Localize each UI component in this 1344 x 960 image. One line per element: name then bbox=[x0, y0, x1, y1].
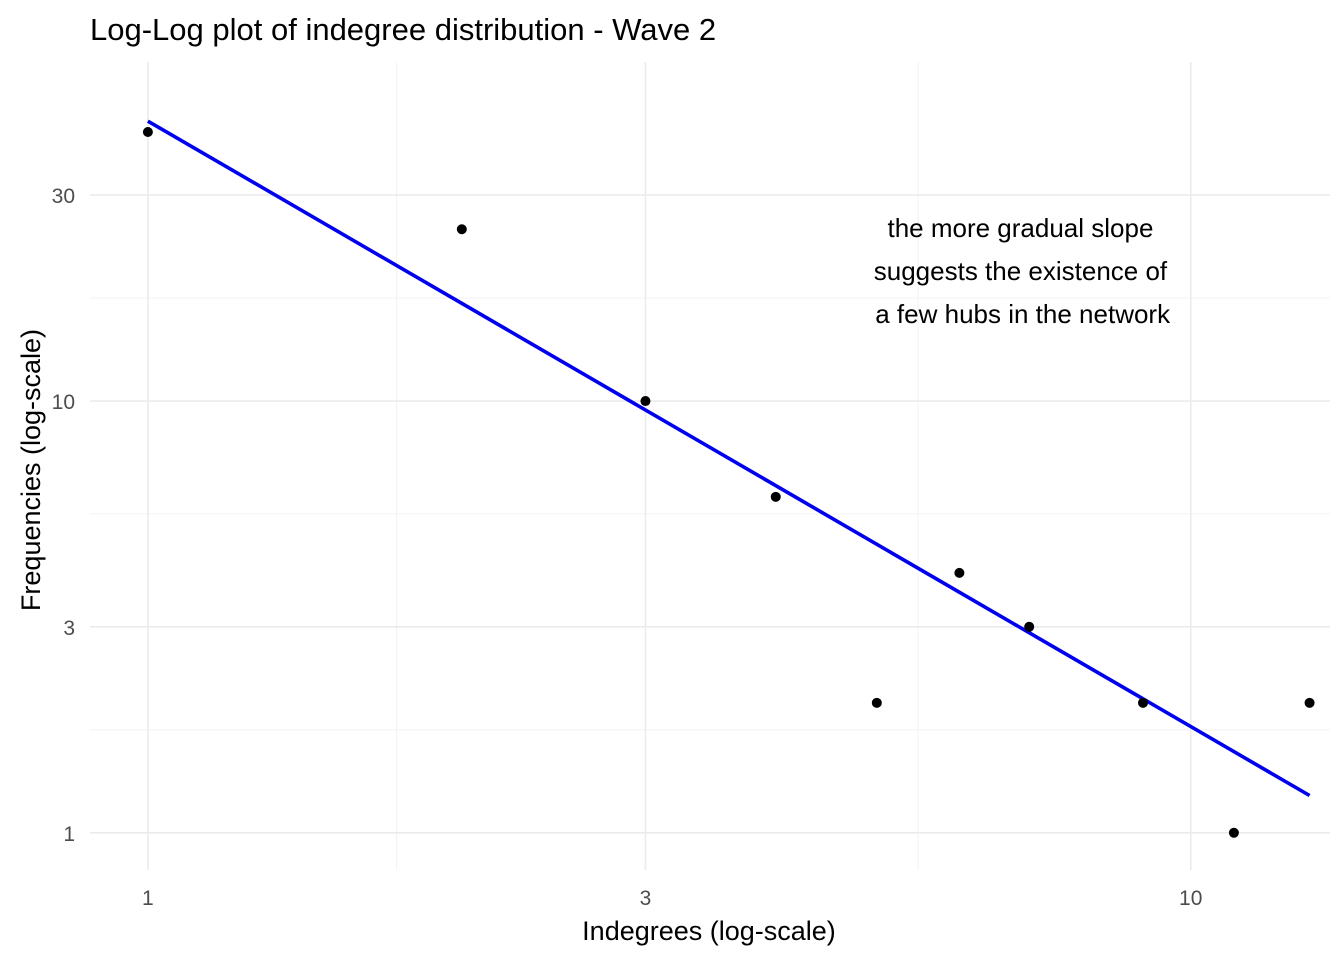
fit-line bbox=[146, 119, 1311, 798]
annotation-line-3: a few hubs in the network bbox=[875, 299, 1171, 329]
x-axis-ticks: 1 3 10 bbox=[142, 887, 1202, 910]
x-tick-label: 1 bbox=[142, 887, 154, 910]
data-point bbox=[1138, 697, 1149, 708]
annotation-line-1: the more gradual slope bbox=[887, 213, 1153, 243]
data-point bbox=[954, 567, 965, 578]
data-point bbox=[142, 126, 153, 137]
data-point bbox=[871, 697, 882, 708]
data-point bbox=[640, 396, 651, 407]
data-point bbox=[770, 491, 781, 502]
y-axis-ticks: 1 3 10 30 bbox=[52, 185, 75, 846]
grid bbox=[90, 62, 1330, 870]
x-axis-title: Indegrees (log-scale) bbox=[582, 916, 836, 946]
y-tick-label: 3 bbox=[63, 617, 75, 640]
data-point bbox=[1304, 697, 1315, 708]
data-point bbox=[1228, 827, 1239, 838]
annotation: the more gradual slope suggests the exis… bbox=[874, 213, 1172, 329]
x-tick-label: 10 bbox=[1179, 887, 1202, 910]
data-point bbox=[456, 224, 467, 235]
data-points bbox=[142, 126, 1315, 838]
plot-panel: the more gradual slope suggests the exis… bbox=[90, 62, 1330, 870]
annotation-line-2: suggests the existence of bbox=[874, 256, 1168, 286]
x-tick-label: 3 bbox=[640, 887, 652, 910]
y-axis-title: Frequencies (log-scale) bbox=[16, 329, 46, 611]
y-tick-label: 30 bbox=[52, 185, 75, 208]
y-tick-label: 10 bbox=[52, 391, 75, 414]
data-point bbox=[1024, 621, 1035, 632]
chart-title: Log-Log plot of indegree distribution - … bbox=[90, 12, 716, 47]
y-tick-label: 1 bbox=[63, 823, 75, 846]
